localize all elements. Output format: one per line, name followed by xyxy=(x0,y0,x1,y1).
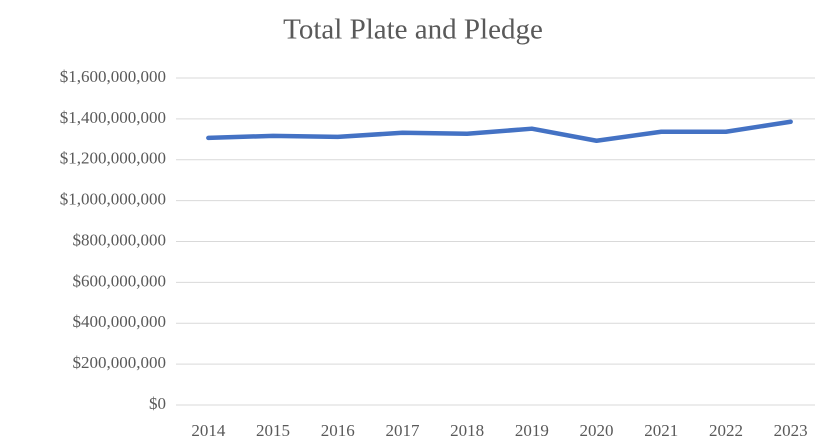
x-tick-label: 2019 xyxy=(515,421,549,440)
x-tick-label: 2015 xyxy=(256,421,290,440)
x-tick-label: 2023 xyxy=(774,421,808,440)
y-tick-label: $0 xyxy=(149,394,166,413)
x-tick-label: 2017 xyxy=(385,421,420,440)
x-tick-label: 2020 xyxy=(580,421,614,440)
y-tick-label: $1,000,000,000 xyxy=(60,190,166,209)
y-tick-label: $400,000,000 xyxy=(73,312,167,331)
x-tick-label: 2016 xyxy=(321,421,355,440)
x-tick-label: 2018 xyxy=(450,421,484,440)
x-tick-label: 2022 xyxy=(709,421,743,440)
x-tick-label: 2014 xyxy=(191,421,226,440)
chart-title: Total Plate and Pledge xyxy=(283,14,543,46)
y-tick-label: $800,000,000 xyxy=(73,230,167,249)
y-tick-label: $1,600,000,000 xyxy=(60,67,166,86)
y-tick-label: $600,000,000 xyxy=(73,271,167,290)
y-tick-label: $1,200,000,000 xyxy=(60,149,166,168)
y-tick-label: $200,000,000 xyxy=(73,353,167,372)
y-tick-label: $1,400,000,000 xyxy=(60,108,166,127)
data-line xyxy=(206,119,793,143)
x-tick-label: 2021 xyxy=(644,421,678,440)
